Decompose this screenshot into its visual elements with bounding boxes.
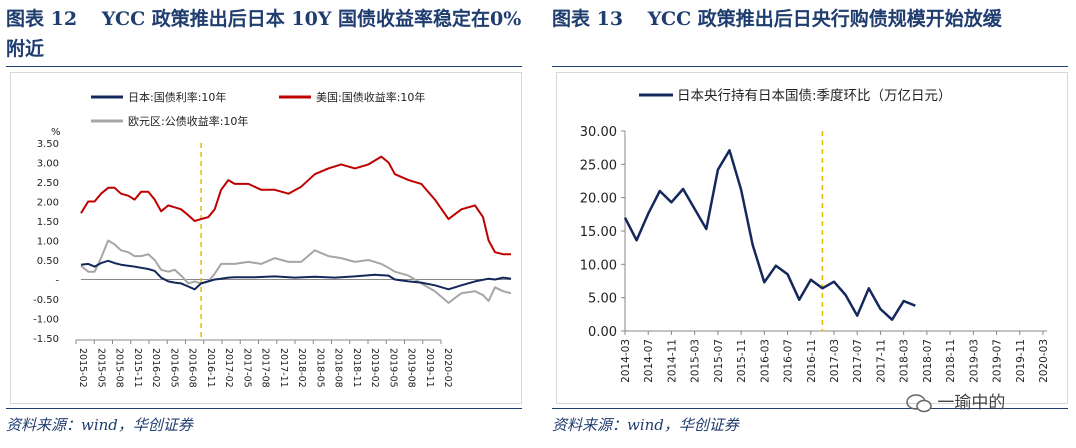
source-rule	[6, 408, 522, 409]
figure-number: 12	[50, 8, 78, 30]
x-tick-label: 2016-05	[168, 348, 179, 388]
yield-line-chart: 日本:国债利率:10年 美国:国债收益率:10年欧元区:公债收益率:10年%3.5…	[33, 90, 512, 388]
y-tick-label: 10.00	[580, 258, 617, 273]
x-tick-label: 2017-11	[875, 339, 887, 383]
y-tick-label: -1.00	[33, 315, 59, 326]
y-tick-label: 25.00	[580, 158, 617, 173]
title-rule	[552, 66, 1068, 67]
x-tick-label: 2015-02	[77, 348, 88, 388]
x-tick-label: 2016-03	[759, 339, 771, 383]
figure-panel-13: 图表 13 YCC 政策推出后日央行购债规模开始放缓 日本央行持有日本国债:季度…	[546, 0, 1074, 448]
source-rule	[552, 408, 1068, 409]
x-tick-label: 2014-03	[620, 339, 632, 383]
x-tick-label: 2016-02	[150, 348, 161, 388]
chart-frame: 日本央行持有日本国债:季度环比（万亿日元） 30.00 25.00 20.00 15.0…	[556, 72, 1068, 404]
figure-title-text: YCC 政策推出后日央行购债规模开始放缓	[647, 8, 1002, 30]
figure-label: 图表	[6, 8, 45, 30]
y-unit-label: %	[51, 127, 61, 138]
x-tick-label: 2019-05	[387, 348, 398, 388]
x-tick-label: 2019-11	[1015, 339, 1027, 383]
legend-label: 美国:国债收益率:10年	[316, 90, 425, 104]
wechat-icon	[906, 394, 932, 413]
x-tick-label: 2017-05	[241, 348, 252, 388]
source-note: 资料来源：wind，华创证券	[552, 416, 739, 434]
figure-title: 图表 12 YCC 政策推出后日本 10Y 国债收益率稳定在0%附近	[6, 4, 522, 64]
y-tick-label: 5.00	[588, 292, 617, 307]
y-tick-label: -	[55, 276, 59, 287]
x-tick-label: 2018-02	[296, 348, 307, 388]
x-tick-label: 2016-11	[806, 339, 818, 383]
x-tick-label: 2016-08	[187, 348, 198, 388]
x-tick-label: 2019-07	[992, 339, 1004, 383]
x-tick-label: 2020-03	[1038, 339, 1050, 383]
series-line	[80, 155, 511, 256]
y-tick-label: 1.50	[37, 217, 59, 228]
x-tick-label: 2015-07	[713, 339, 725, 383]
x-tick-label: 2015-05	[95, 348, 106, 388]
x-tick-label: 2015-11	[132, 348, 143, 388]
x-tick-label: 2019-03	[968, 339, 980, 383]
y-tick-label: 3.50	[37, 139, 59, 150]
x-tick-label: 2018-05	[314, 348, 325, 388]
figure-panel-12: 图表 12 YCC 政策推出后日本 10Y 国债收益率稳定在0%附近 日本:国债…	[0, 0, 528, 448]
y-tick-label: 0.50	[37, 256, 59, 267]
y-tick-label: 15.00	[580, 225, 617, 240]
x-tick-label: 2019-11	[424, 348, 435, 388]
y-tick-label: 30.00	[580, 125, 617, 140]
watermark-text: 一瑜中的	[937, 393, 1006, 413]
x-tick-label: 2017-03	[829, 339, 841, 383]
wechat-watermark: 一瑜中的	[906, 388, 1066, 418]
source-note: 资料来源：wind，华创证券	[6, 416, 193, 434]
x-tick-label: 2015-08	[114, 348, 125, 388]
x-tick-label: 2014-11	[666, 339, 678, 383]
y-tick-label: 0.00	[588, 325, 617, 340]
chart-frame: 日本:国债利率:10年 美国:国债收益率:10年欧元区:公债收益率:10年% 3.5…	[10, 72, 522, 404]
legend-label: 日本央行持有日本国债:季度环比（万亿日元）	[677, 88, 952, 104]
y-tick-label: 20.00	[580, 192, 617, 207]
x-tick-label: 2016-11	[205, 348, 216, 388]
x-tick-label: 2018-07	[922, 339, 934, 383]
x-tick-label: 2016-07	[783, 339, 795, 383]
y-tick-label: 2.50	[37, 178, 59, 189]
x-tick-label: 2017-11	[278, 348, 289, 388]
title-rule	[6, 66, 522, 67]
y-tick-label: 2.00	[37, 198, 59, 209]
x-tick-label: 2019-08	[406, 348, 417, 388]
figure-number: 13	[596, 8, 624, 30]
series-line	[623, 149, 916, 321]
x-tick-label: 2017-08	[260, 348, 271, 388]
y-tick-label: -0.50	[33, 295, 59, 306]
legend-label: 日本:国债利率:10年	[128, 90, 226, 104]
x-tick-label: 2018-11	[351, 348, 362, 388]
series-line	[80, 239, 512, 304]
x-tick-label: 2018-03	[899, 339, 911, 383]
x-tick-label: 2019-02	[369, 348, 380, 388]
figure-title-text: YCC 政策推出后日本 10Y 国债收益率稳定在0%附近	[6, 8, 522, 60]
x-tick-label: 2018-08	[333, 348, 344, 388]
y-tick-label: 1.00	[37, 237, 59, 248]
x-tick-label: 2015-11	[736, 339, 748, 383]
x-tick-label: 2017-07	[852, 339, 864, 383]
y-tick-label: -1.50	[33, 334, 59, 345]
x-tick-label: 2015-03	[690, 339, 702, 383]
figure-title: 图表 13 YCC 政策推出后日央行购债规模开始放缓	[552, 4, 1068, 34]
x-tick-label: 2018-11	[945, 339, 957, 383]
legend-label: 欧元区:公债收益率:10年	[128, 114, 248, 128]
x-tick-label: 2014-07	[643, 339, 655, 383]
figure-label: 图表	[552, 8, 591, 30]
x-tick-label: 2020-02	[442, 348, 453, 388]
x-tick-label: 2017-02	[223, 348, 234, 388]
boj-purchase-line-chart: 日本央行持有日本国债:季度环比（万亿日元） 30.00 25.00 20.00 15.0…	[580, 88, 1050, 383]
y-tick-label: 3.00	[37, 159, 59, 170]
series-line	[80, 259, 512, 291]
